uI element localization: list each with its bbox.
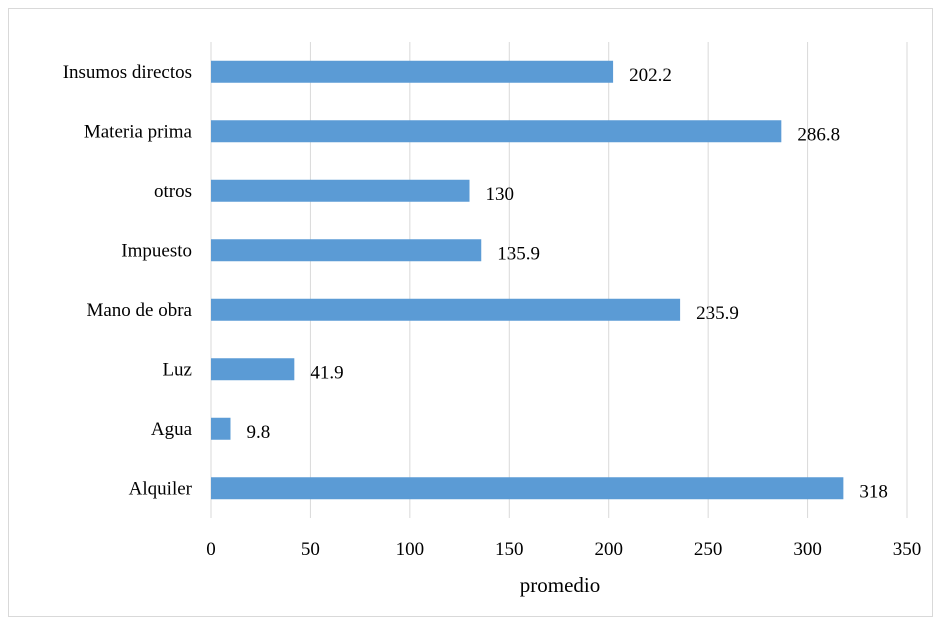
x-tick-label: 0 bbox=[206, 539, 216, 560]
bar bbox=[211, 179, 470, 202]
value-label: 318 bbox=[859, 481, 888, 502]
x-tick-label: 50 bbox=[301, 539, 320, 560]
value-label: 286.8 bbox=[797, 124, 840, 145]
x-tick-label: 100 bbox=[396, 539, 425, 560]
value-labels: 202.2 286.8 130 135.9 235.9 41.9 9.8 318 bbox=[246, 65, 887, 503]
x-tick-label: 350 bbox=[893, 539, 922, 560]
value-label: 130 bbox=[486, 184, 515, 205]
bar bbox=[211, 298, 681, 321]
value-label: 135.9 bbox=[497, 243, 540, 264]
bar bbox=[211, 239, 482, 262]
x-tick-label: 150 bbox=[495, 539, 524, 560]
category-labels: Insumos directos Materia prima otros Impues… bbox=[63, 62, 193, 500]
category-label: Mano de obra bbox=[86, 300, 192, 321]
category-label: Impuesto bbox=[121, 240, 192, 261]
bar bbox=[211, 417, 231, 440]
category-label: Materia prima bbox=[84, 121, 193, 142]
value-label: 235.9 bbox=[696, 303, 739, 324]
x-tick-label: 200 bbox=[594, 539, 623, 560]
tick-labels: 0 50 100 150 200 250 300 350 bbox=[206, 539, 921, 560]
value-label: 202.2 bbox=[629, 65, 672, 86]
x-tick-label: 250 bbox=[694, 539, 723, 560]
category-label: Agua bbox=[151, 419, 193, 440]
x-tick-label: 300 bbox=[793, 539, 822, 560]
gridlines bbox=[210, 42, 908, 518]
bars bbox=[211, 60, 844, 500]
category-label: Luz bbox=[162, 359, 192, 380]
bar bbox=[211, 477, 844, 500]
value-label: 41.9 bbox=[310, 362, 343, 383]
category-label: Insumos directos bbox=[63, 62, 192, 83]
bar bbox=[211, 120, 782, 143]
x-axis-label: promedio bbox=[520, 573, 600, 597]
bar bbox=[211, 60, 614, 83]
bar bbox=[211, 358, 295, 381]
value-label: 9.8 bbox=[246, 422, 270, 443]
category-label: Alquiler bbox=[129, 478, 193, 499]
category-label: otros bbox=[154, 181, 192, 202]
